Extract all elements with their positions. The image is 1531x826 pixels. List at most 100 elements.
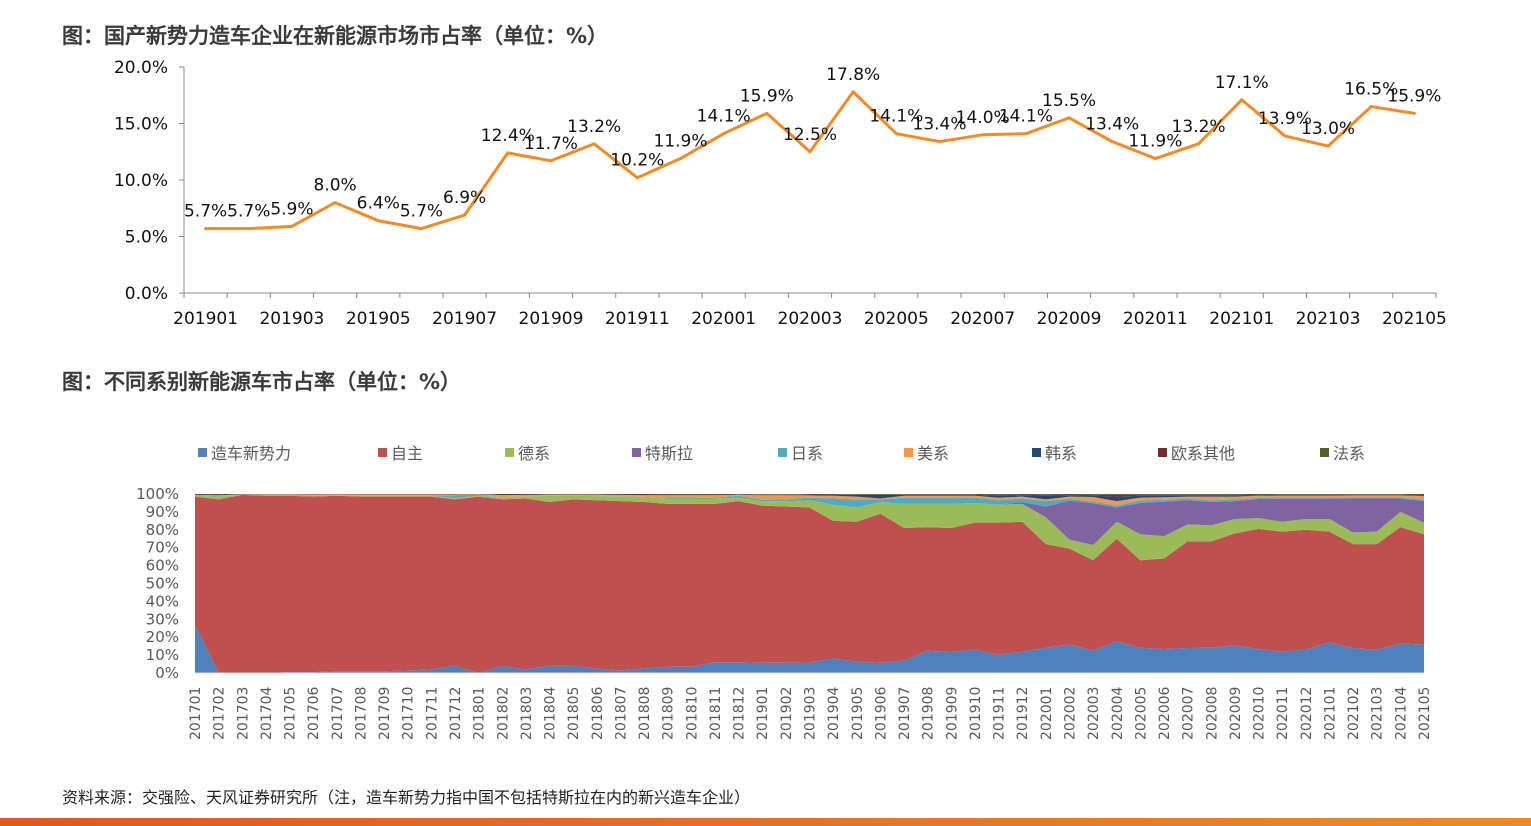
source-note: 资料来源：交强险、天风证券研究所（注，造车新势力指中国不包括特斯拉在内的新兴造车… [62,788,751,807]
legend-swatch [632,447,641,457]
x-tick-label: 201905 [850,687,866,740]
data-label: 13.2% [567,117,621,137]
footer-accent-bar [0,818,1531,826]
x-tick-label: 201712 [448,687,464,740]
legend-item: 韩系 [1032,440,1077,464]
y-tick-label: 20% [146,628,179,646]
x-tick-label: 202012 [1299,687,1315,740]
data-label: 11.9% [1128,132,1182,152]
data-point [722,132,726,136]
data-point [938,140,942,144]
legend-label: 韩系 [1045,444,1078,463]
x-tick-label: 202105 [1382,309,1447,329]
x-tick-label: 202011 [1123,309,1188,329]
line-chart-title: 图：国产新势力造车企业在新能源市场市占率（单位：%） [62,24,609,48]
legend-item: 日系 [778,440,823,464]
x-tick-label: 201704 [259,686,275,740]
data-point [333,201,337,205]
area-5 [195,494,1424,506]
x-tick-label: 201905 [346,309,411,329]
legend-label: 特斯拉 [645,444,694,463]
x-tick-label: 202102 [1346,687,1362,740]
y-tick-label: 50% [146,575,179,593]
data-label: 15.5% [1042,91,1096,111]
data-point [247,227,251,231]
x-tick-label: 201711 [424,687,440,740]
area-6 [195,494,1424,502]
data-point [981,133,985,137]
data-label: 5.9% [270,199,313,219]
x-tick-label: 202005 [1133,687,1149,740]
data-point [376,219,380,223]
legend-item: 德系 [505,440,550,464]
data-label: 6.4% [357,194,400,214]
data-label: 12.4% [481,126,535,146]
data-point [290,224,294,228]
y-tick-label: 10% [146,646,179,664]
legend-label: 造车新势力 [211,444,292,463]
data-label: 16.5% [1344,80,1398,100]
x-tick-label: 202001 [691,309,756,329]
data-point [808,150,812,154]
x-tick-label: 202006 [1157,686,1173,740]
x-tick-label: 202004 [1110,686,1126,740]
data-label: 12.5% [783,125,837,145]
x-tick-label: 202010 [1252,687,1268,740]
legend-label: 自主 [391,444,424,463]
x-tick-label: 201911 [605,309,670,329]
x-tick-label: 201806 [590,686,606,740]
data-point [1240,98,1244,102]
legend-label: 美系 [917,444,950,463]
area-3 [195,494,1424,546]
x-tick-label: 201710 [401,687,417,740]
x-tick-label: 202103 [1296,309,1361,329]
legend-swatch [1158,447,1167,457]
x-tick-label: 202009 [1228,687,1244,740]
x-tick-label: 202105 [1417,687,1433,740]
x-tick-label: 202009 [1037,309,1102,329]
legend-swatch [904,447,913,457]
data-point [1024,132,1028,136]
x-tick-label: 202101 [1322,687,1338,740]
data-point [419,227,423,231]
area-1 [195,494,1424,673]
data-point [463,213,467,217]
legend-swatch [778,447,787,457]
x-tick-label: 202011 [1275,687,1291,740]
x-tick-label: 201702 [212,687,228,740]
data-label: 15.9% [740,86,794,106]
data-point [1369,105,1373,109]
x-tick-label: 201808 [637,687,653,740]
data-point [204,227,208,231]
x-tick-label: 201807 [613,687,629,740]
y-tick-label: 5.0% [125,228,168,248]
x-tick-label: 202005 [864,309,929,329]
data-point [1197,142,1201,146]
x-tick-label: 201709 [377,687,393,740]
y-tick-label: 80% [146,521,179,539]
data-label: 6.9% [443,188,486,208]
x-tick-label: 201810 [684,687,700,740]
x-tick-label: 201911 [992,687,1008,740]
x-tick-label: 201707 [330,687,346,740]
legend-item: 法系 [1320,440,1365,464]
x-tick-label: 201902 [779,687,795,740]
y-tick-label: 90% [146,503,179,521]
data-label: 17.8% [826,65,880,85]
x-tick-label: 201812 [732,687,748,740]
data-point [851,90,855,94]
x-tick-label: 201801 [472,687,488,740]
x-tick-label: 202007 [1181,687,1197,740]
y-tick-label: 30% [146,610,179,628]
data-label: 5.7% [227,202,270,222]
data-label: 5.7% [184,202,227,222]
legend-item: 欧系其他 [1158,440,1235,464]
y-tick-label: 0.0% [125,284,168,304]
legend-swatch [1320,447,1329,457]
data-point [1283,134,1287,138]
x-tick-label: 201910 [968,687,984,740]
x-tick-label: 202003 [778,309,843,329]
x-tick-label: 202002 [1062,687,1078,740]
data-point [592,142,596,146]
